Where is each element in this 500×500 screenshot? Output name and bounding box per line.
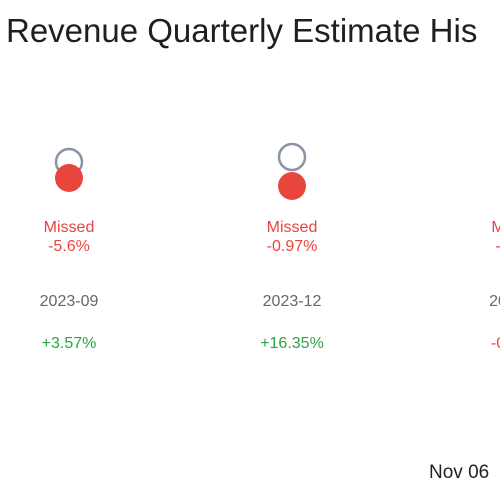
actual-marker-2023-12 (278, 172, 306, 200)
status-label: M (491, 219, 500, 236)
change-label: +3.57% (42, 335, 97, 352)
surprise-label: -5.6% (48, 238, 90, 255)
status-label: Missed (44, 219, 95, 236)
change-label: +16.35% (260, 335, 324, 352)
actual-marker-2023-09 (55, 164, 83, 192)
estimate-marker-2023-12 (277, 142, 307, 172)
footer-date: Nov 06 (429, 462, 490, 483)
period-label: 2023-12 (263, 293, 322, 310)
chart-title: Revenue Quarterly Estimate His (6, 12, 478, 49)
period-label: 2023-09 (40, 293, 99, 310)
change-label: -0 (491, 335, 500, 352)
period-label: 20 (489, 293, 500, 310)
surprise-label: - (495, 238, 500, 255)
surprise-label: -0.97% (267, 238, 318, 255)
status-label: Missed (267, 219, 318, 236)
